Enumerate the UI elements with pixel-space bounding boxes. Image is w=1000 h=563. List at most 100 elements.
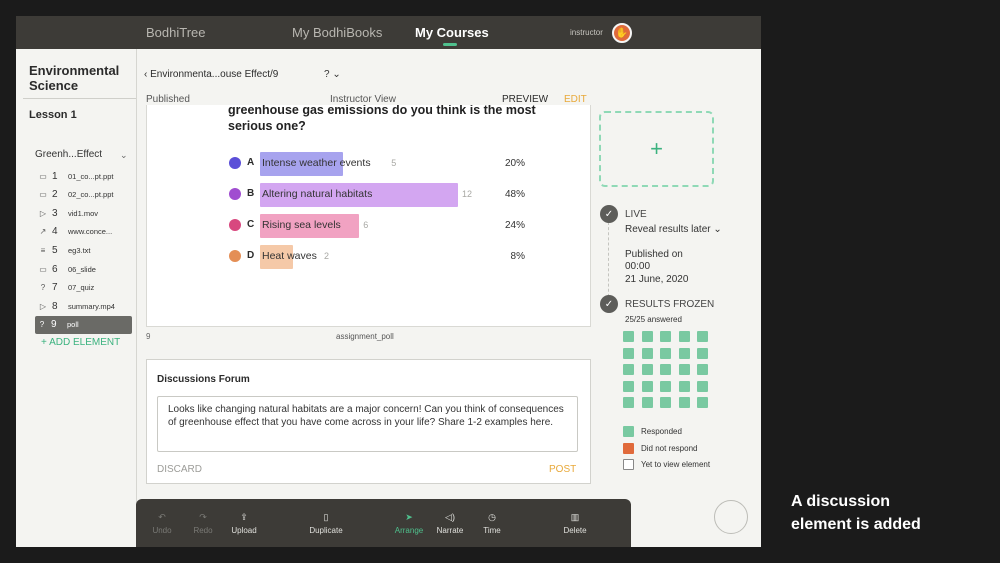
reveal-results-dropdown[interactable]: Reveal results later ⌄: [625, 224, 722, 235]
sidebar-item-7[interactable]: ? 7 07_quiz: [36, 279, 133, 297]
published-label: Published: [146, 94, 190, 105]
sidebar-item-number: 9: [51, 319, 57, 331]
narrate-button[interactable]: ◁) Narrate: [425, 512, 475, 535]
response-cell: [660, 331, 671, 342]
response-cell: [623, 364, 634, 376]
trash-icon: ▥: [570, 512, 580, 522]
upload-icon: ⇪: [240, 512, 248, 522]
option-percent: 48%: [504, 189, 525, 200]
post-button[interactable]: POST: [549, 464, 577, 475]
lesson-label[interactable]: Lesson 1: [29, 109, 77, 121]
option-color-dot: [229, 188, 241, 200]
sidebar-item-2[interactable]: ▭ 2 02_co...pt.ppt: [36, 186, 133, 204]
arrange-button[interactable]: ➤ Arrange: [384, 512, 434, 535]
undo-label: Undo: [152, 526, 172, 535]
option-percent: 20%: [504, 158, 525, 169]
option-color-dot: [229, 157, 241, 169]
response-cell: [697, 380, 708, 392]
timeline-line: [608, 222, 609, 302]
breadcrumb[interactable]: ‹ Environmenta...ouse Effect/9: [144, 69, 279, 80]
option-bar: [260, 183, 458, 207]
sidebar-item-label: vid1.mov: [68, 208, 99, 218]
poll-icon: ?: [39, 320, 45, 330]
help-dropdown[interactable]: ? ⌄: [324, 69, 341, 80]
sidebar-item-9[interactable]: ? 9 poll: [35, 315, 132, 334]
option-percent: 24%: [504, 220, 525, 231]
sidebar-item-5[interactable]: ≡ 5 eg3.txt: [36, 241, 133, 259]
response-cell: [641, 380, 653, 392]
legend-swatch: [623, 459, 634, 470]
nav-my-bodhibooks[interactable]: My BodhiBooks: [292, 25, 383, 40]
delete-label: Delete: [563, 526, 587, 535]
caption-line-1: A discussion: [791, 493, 890, 510]
element-name: assignment_poll: [336, 332, 394, 341]
record-button[interactable]: [714, 500, 748, 534]
sidebar-item-label: 07_quiz: [68, 283, 95, 293]
discard-button[interactable]: DISCARD: [157, 464, 203, 475]
chevron-down-icon[interactable]: ⌄: [120, 150, 128, 160]
sidebar-item-4[interactable]: ↗ 4 www.conce...: [36, 223, 133, 241]
sidebar-item-number: 1: [52, 170, 58, 182]
duplicate-button[interactable]: ▯ Duplicate: [301, 512, 351, 535]
bottom-toolbar: ↶ Undo ↷ Redo ⇪ Upload ▯ Duplicate ➤ Arrange …: [136, 499, 631, 547]
app-window: BodhiTree My BodhiBooks My Courses instr…: [16, 16, 761, 547]
caption-line-2: element is added: [791, 516, 921, 533]
delete-button[interactable]: ▥ Delete: [550, 512, 600, 535]
option-count: 12: [462, 189, 473, 199]
cursor-icon: ➤: [405, 512, 413, 522]
sidebar-item-number: 5: [52, 244, 58, 256]
response-cell: [641, 347, 653, 359]
legend-item: Did not respond: [623, 442, 697, 454]
response-cell: [641, 331, 653, 342]
sidebar-divider: [23, 98, 136, 99]
add-element-button[interactable]: + ADD ELEMENT: [41, 337, 121, 348]
element-number: 9: [146, 332, 151, 341]
nav-my-courses[interactable]: My Courses: [415, 25, 489, 40]
preview-button[interactable]: PREVIEW: [502, 94, 549, 105]
brand-logo[interactable]: BodhiTree: [146, 25, 206, 40]
sidebar-separator: [136, 49, 137, 547]
avatar[interactable]: ✋: [612, 23, 632, 43]
video-icon: ▷: [39, 301, 47, 311]
sidebar-item-6[interactable]: ▭ 6 06_slide: [36, 260, 133, 278]
upload-button[interactable]: ⇪ Upload: [219, 512, 269, 535]
slides-icon: ▭: [39, 264, 47, 274]
sidebar-item-3[interactable]: ▷ 3 vid1.mov: [36, 204, 133, 222]
edit-button[interactable]: EDIT: [564, 94, 587, 105]
poll-option-a: A Intense weather events 5: [229, 152, 509, 176]
time-button[interactable]: ◷ Time: [467, 512, 517, 535]
sidebar-item-label: 01_co...pt.ppt: [68, 171, 114, 181]
add-element-tile[interactable]: +: [599, 111, 714, 187]
sidebar-item-number: 6: [52, 263, 58, 275]
duplicate-icon: ▯: [323, 512, 329, 522]
option-bar: [260, 245, 293, 269]
option-color-dot: [229, 250, 241, 262]
legend-swatch: [623, 442, 634, 454]
redo-icon: ↷: [199, 512, 207, 522]
option-text: Altering natural habitats: [262, 188, 373, 200]
option-count: 6: [363, 220, 369, 230]
redo-button[interactable]: ↷ Redo: [178, 512, 228, 535]
discussion-title: Discussions Forum: [157, 374, 250, 385]
quiz-icon: ?: [40, 283, 46, 293]
discussion-card: Discussions Forum Looks like changing na…: [146, 359, 591, 484]
sidebar-item-8[interactable]: ▷ 8 summary.mp4: [36, 297, 133, 315]
sidebar-item-number: 3: [52, 207, 58, 219]
sidebar-item-1[interactable]: ▭ 1 01_co...pt.ppt: [36, 167, 133, 185]
poll-card[interactable]: greenhouse gas emissions do you think is…: [146, 105, 591, 327]
response-cell: [678, 364, 690, 376]
option-letter: D: [247, 250, 255, 261]
response-cell: [623, 331, 634, 342]
section-greenhouse-effect[interactable]: Greenh...Effect: [35, 149, 103, 160]
discussion-prompt-field[interactable]: Looks like changing natural habitats are…: [157, 396, 578, 452]
option-letter: B: [247, 188, 255, 199]
check-icon: ✓: [600, 295, 618, 313]
undo-button[interactable]: ↶ Undo: [137, 512, 187, 535]
duplicate-label: Duplicate: [309, 526, 343, 535]
response-cell: [697, 331, 708, 342]
poll-option-c: C Rising sea levels 6: [229, 214, 509, 238]
course-sidebar: Environmental Science Lesson 1 Greenh...…: [16, 49, 136, 547]
user-role-label: instructor: [570, 28, 603, 37]
option-bar: [260, 214, 359, 238]
response-cell: [678, 331, 690, 342]
